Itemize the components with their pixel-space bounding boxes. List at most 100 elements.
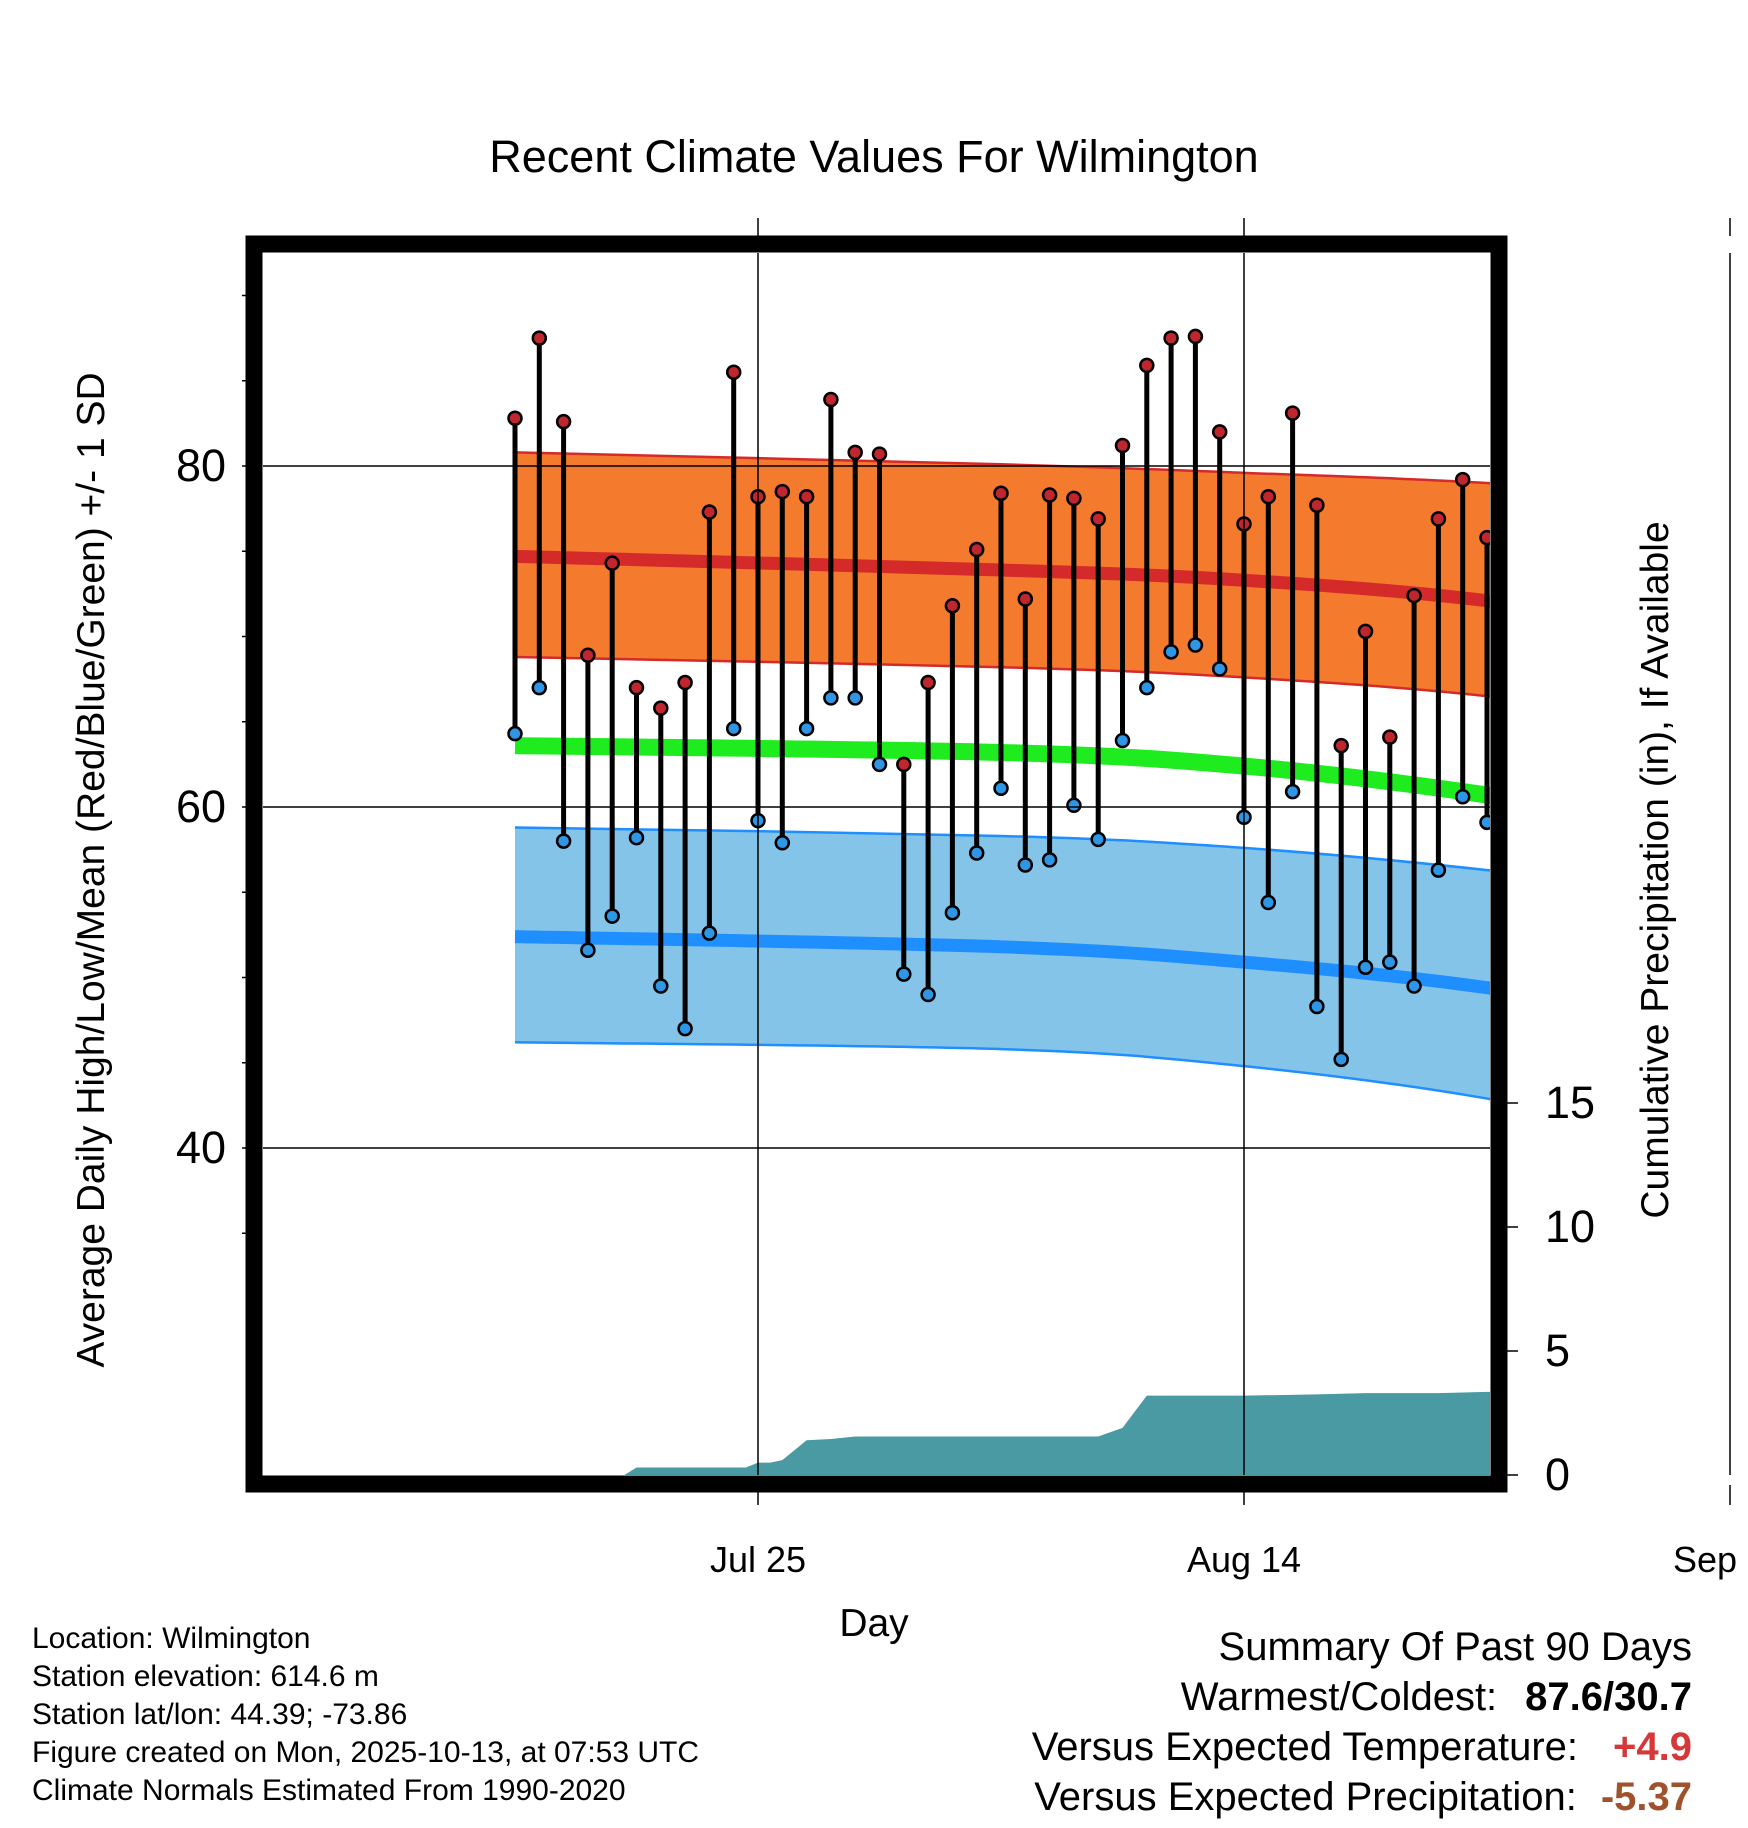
- daily-high-point: [798, 488, 815, 505]
- daily-high-point: [1139, 357, 1155, 374]
- daily-low-point: [1066, 797, 1082, 814]
- daily-low-point: [1382, 954, 1398, 970]
- daily-low-point: [944, 904, 961, 921]
- daily-high-point: [1017, 591, 1034, 607]
- daily-low-point: [1284, 783, 1301, 800]
- daily-high-point: [1479, 529, 1490, 546]
- daily-high-point: [1578, 620, 1591, 633]
- daily-high-point: [1553, 746, 1566, 759]
- daily-high-point: [1529, 702, 1542, 715]
- daily-high-point: [677, 674, 693, 691]
- elevation-text: Station elevation: 614.6 m: [32, 1660, 379, 1693]
- daily-low-point: [1041, 852, 1058, 868]
- precip-value: -5.37: [1600, 1775, 1692, 1819]
- daily-high-point: [604, 555, 620, 571]
- plot-area: [507, 328, 1615, 1475]
- grid: [263, 253, 1731, 1475]
- y-axis-label: Average Daily High/Low/Mean (Red/Blue/Gr…: [70, 372, 113, 1367]
- precip-row: Versus Expected Precipitation: -5.37: [1032, 1772, 1692, 1822]
- daily-low-point: [1163, 644, 1179, 660]
- summary-panel: Summary Of Past 90 Days Warmest/Coldest:…: [1032, 1622, 1692, 1822]
- created-text: Figure created on Mon, 2025-10-13, at 07…: [32, 1736, 700, 1769]
- daily-low-point: [1090, 831, 1106, 848]
- daily-high-point: [1211, 424, 1228, 440]
- plot-frame: [245, 235, 1508, 1493]
- daily-low-point: [725, 720, 742, 737]
- daily-high-point: [725, 364, 742, 380]
- daily-high-point: [1357, 623, 1374, 640]
- y-tick-label: 40: [176, 1122, 226, 1173]
- daily-high-point: [944, 598, 961, 614]
- warm-cold-label: Warmest/Coldest:: [1180, 1675, 1498, 1719]
- normal-low-line: [514, 930, 1490, 995]
- daily-high-point: [896, 756, 912, 773]
- daily-high-point: [1430, 511, 1447, 527]
- daily-low-point: [1309, 998, 1325, 1015]
- location-text: Location: Wilmington: [32, 1622, 311, 1655]
- daily-low-point: [507, 725, 523, 742]
- y2-tick-label: 10: [1545, 1201, 1595, 1252]
- daily-high-point: [823, 391, 839, 408]
- daily-high-point: [701, 504, 718, 520]
- y2-tick-label: 5: [1545, 1325, 1570, 1376]
- temp-label: Versus Expected Temperature:: [1031, 1725, 1578, 1769]
- daily-low-point: [1479, 814, 1490, 831]
- daily-high-point: [1066, 490, 1082, 507]
- daily-high-point: [1163, 330, 1179, 346]
- normal-high-line: [514, 549, 1490, 608]
- daily-low-point: [920, 986, 936, 1003]
- daily-low-point: [653, 978, 669, 994]
- daily-low-point: [871, 756, 888, 773]
- daily-high-point: [1454, 471, 1471, 488]
- daily-low-point: [555, 833, 572, 849]
- daily-high-point: [1602, 811, 1615, 824]
- x-tick-label: Sep 03: [1673, 1539, 1748, 1580]
- daily-high-point: [1041, 487, 1058, 503]
- normals-note-text: Climate Normals Estimated From 1990-2020: [32, 1774, 626, 1807]
- daily-high-point: [1284, 405, 1301, 421]
- daily-low-point: [823, 690, 839, 706]
- latlon-text: Station lat/lon: 44.39; -73.86: [32, 1698, 408, 1731]
- y-tick-label: 60: [176, 781, 226, 832]
- daily-high-point: [1260, 488, 1277, 505]
- daily-low-point: [701, 925, 718, 941]
- daily-low-point: [1529, 922, 1542, 935]
- daily-low-point: [604, 908, 620, 924]
- daily-low-point: [1114, 732, 1131, 749]
- daily-low-point: [1260, 894, 1277, 911]
- daily-high-point: [968, 541, 985, 558]
- daily-low-point: [1430, 862, 1447, 878]
- daily-high-point: [920, 674, 936, 691]
- daily-high-point: [1187, 328, 1204, 345]
- warm-cold-row: Warmest/Coldest: 87.6/30.7: [1032, 1672, 1692, 1722]
- daily-high-point: [993, 485, 1009, 502]
- daily-high-point: [871, 446, 888, 462]
- temp-row: Versus Expected Temperature: +4.9: [1032, 1722, 1692, 1772]
- station-info: Location: Wilmington Station elevation: …: [32, 1620, 699, 1810]
- daily-high-point: [774, 483, 791, 500]
- normal-mean-line: [514, 737, 1490, 805]
- daily-high-point: [628, 679, 645, 696]
- low-sd-band-lower-edge: [514, 1041, 1490, 1101]
- chart-title: Recent Climate Values For Wilmington: [489, 131, 1258, 182]
- daily-low-point: [677, 1020, 693, 1037]
- daily-low-point: [847, 690, 863, 706]
- summary-header: Summary Of Past 90 Days: [1218, 1625, 1692, 1669]
- daily-low-point: [1553, 971, 1566, 984]
- daily-low-point: [1333, 1051, 1349, 1068]
- daily-high-point: [1382, 729, 1398, 745]
- daily-high-point: [847, 444, 863, 461]
- daily-high-point: [531, 330, 548, 346]
- y2-tick-label: 0: [1545, 1449, 1570, 1500]
- daily-high-point: [1114, 437, 1131, 454]
- precip-label: Versus Expected Precipitation:: [1034, 1775, 1577, 1819]
- temp-value: +4.9: [1613, 1725, 1692, 1769]
- daily-low-point: [628, 829, 645, 846]
- daily-low-point: [1211, 661, 1228, 677]
- daily-high-point: [580, 647, 596, 664]
- daily-low-point: [531, 679, 548, 696]
- daily-low-point: [774, 835, 791, 851]
- precipitation-area: [515, 1391, 1490, 1475]
